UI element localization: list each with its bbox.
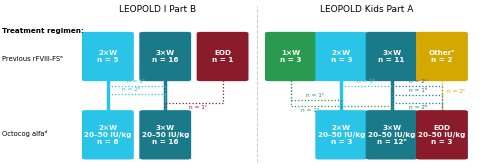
FancyBboxPatch shape xyxy=(82,32,134,81)
Text: n = 1ᶜ: n = 1ᶜ xyxy=(188,105,206,110)
FancyBboxPatch shape xyxy=(82,110,134,159)
Text: LEOPOLD I Part B: LEOPOLD I Part B xyxy=(119,5,196,14)
Text: n = 1ᶜ: n = 1ᶜ xyxy=(306,93,324,98)
Text: n = 1ᵇ: n = 1ᵇ xyxy=(410,88,428,93)
Text: 1×W
n = 3: 1×W n = 3 xyxy=(280,50,301,63)
FancyBboxPatch shape xyxy=(366,32,418,81)
Text: n = 2ᶜ: n = 2ᶜ xyxy=(410,79,428,84)
Text: 3×W
n = 16: 3×W n = 16 xyxy=(152,50,178,63)
Text: 3×W
20–50 IU/kg
n = 12ᵉ: 3×W 20–50 IU/kg n = 12ᵉ xyxy=(368,124,416,145)
Text: 3×W
n = 11: 3×W n = 11 xyxy=(378,50,405,63)
FancyBboxPatch shape xyxy=(316,110,367,159)
Text: n = 1ᵇ: n = 1ᵇ xyxy=(357,79,376,84)
Text: n = 1ᵉ: n = 1ᵉ xyxy=(300,108,319,113)
Text: Previous rFVIII-FSᵃ: Previous rFVIII-FSᵃ xyxy=(2,56,62,62)
Text: n = 1ᵇ: n = 1ᵇ xyxy=(127,79,146,84)
Text: Treatment regimen:: Treatment regimen: xyxy=(2,28,84,34)
Text: EOD
20–50 IU/kg
n = 3: EOD 20–50 IU/kg n = 3 xyxy=(418,124,466,145)
Text: 2×W
20–50 IU/kg
n = 6: 2×W 20–50 IU/kg n = 6 xyxy=(84,124,132,145)
Text: Otherᶜ
n = 2: Otherᶜ n = 2 xyxy=(429,50,455,63)
Text: 2×W
n = 3: 2×W n = 3 xyxy=(330,50,352,63)
Text: n = 2ᵇ: n = 2ᵇ xyxy=(122,87,141,92)
FancyBboxPatch shape xyxy=(196,32,248,81)
FancyBboxPatch shape xyxy=(416,32,468,81)
FancyBboxPatch shape xyxy=(265,32,317,81)
FancyBboxPatch shape xyxy=(366,110,418,159)
FancyBboxPatch shape xyxy=(316,32,367,81)
Text: EOD
n = 1: EOD n = 1 xyxy=(212,50,234,63)
Text: 2×W
n = 5: 2×W n = 5 xyxy=(97,50,118,63)
FancyBboxPatch shape xyxy=(416,110,468,159)
Text: 2×W
20–50 IU/kg
n = 3: 2×W 20–50 IU/kg n = 3 xyxy=(318,124,365,145)
Text: Octocog alfaᵈ: Octocog alfaᵈ xyxy=(2,131,47,137)
Text: n = 2ᶜ: n = 2ᶜ xyxy=(447,89,465,94)
FancyBboxPatch shape xyxy=(140,32,191,81)
Text: 3×W
20–50 IU/kg
n = 16: 3×W 20–50 IU/kg n = 16 xyxy=(142,124,189,145)
Text: n = 2ᵇ: n = 2ᵇ xyxy=(410,105,428,110)
FancyBboxPatch shape xyxy=(140,110,191,159)
Text: LEOPOLD Kids Part A: LEOPOLD Kids Part A xyxy=(320,5,414,14)
